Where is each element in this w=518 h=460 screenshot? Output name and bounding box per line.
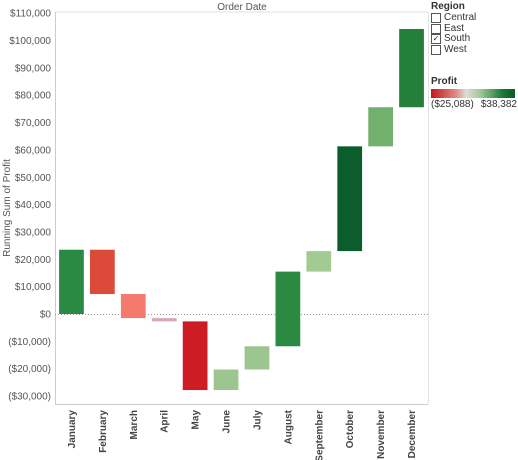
x-tick-label-june: June xyxy=(222,410,233,434)
region-filter-east[interactable]: East xyxy=(431,22,517,34)
profit-color-legend: Profit ($25,088) $38,382 xyxy=(431,76,517,110)
region-label: Central xyxy=(444,12,477,23)
x-tick-label-march: March xyxy=(129,410,140,439)
region-label: East xyxy=(444,22,465,34)
y-tick-label: $90,000 xyxy=(15,63,52,74)
x-tick-label-september: September xyxy=(314,410,325,460)
y-tick-labels: ($30,000) ($20,000) ($10,000) $0 $10,000 $20,… xyxy=(8,9,51,403)
y-tick-label: $80,000 xyxy=(15,91,52,102)
y-tick-label: ($30,000) xyxy=(8,392,51,403)
bar-january[interactable] xyxy=(59,249,84,314)
region-checkbox-east[interactable] xyxy=(431,23,441,34)
profit-gradient-bar xyxy=(431,89,515,98)
x-tick-label-august: August xyxy=(283,409,294,444)
bar-november[interactable] xyxy=(368,107,393,147)
region-filter-south[interactable]: ✓ South xyxy=(431,34,517,44)
x-tick-label-may: May xyxy=(191,410,202,430)
bar-september[interactable] xyxy=(306,251,332,272)
y-tick-label: $0 xyxy=(40,310,52,321)
waterfall-bars xyxy=(59,29,424,391)
y-tick-label: $40,000 xyxy=(15,200,52,211)
y-axis-title: Running Sum of Profit xyxy=(2,159,13,257)
profit-max-label: $38,382 xyxy=(480,99,517,110)
region-filter-central[interactable]: Central xyxy=(431,13,517,23)
profit-legend-title: Profit xyxy=(431,76,458,87)
region-filter-west[interactable]: West xyxy=(431,43,517,55)
bar-april[interactable] xyxy=(151,318,177,322)
bar-march[interactable] xyxy=(120,294,146,319)
bar-june[interactable] xyxy=(213,369,239,391)
x-tick-label-november: November xyxy=(376,410,387,459)
x-tick-labels: January February March April May June July Augu… xyxy=(67,409,418,460)
y-tick-label: $50,000 xyxy=(15,173,52,184)
bar-may[interactable] xyxy=(182,321,208,391)
region-legend: Region Central East ✓ South West xyxy=(431,1,517,55)
y-tick-label: ($20,000) xyxy=(8,364,51,375)
x-tick-label-january: January xyxy=(67,410,78,449)
y-tick-label: $30,000 xyxy=(15,227,52,238)
bar-february[interactable] xyxy=(90,249,115,295)
bar-december[interactable] xyxy=(399,29,424,108)
waterfall-chart: Order Date Running Sum of Profit ($30,00… xyxy=(2,2,429,460)
y-tick-label: $100,000 xyxy=(9,36,51,47)
bar-july[interactable] xyxy=(244,346,270,370)
chart-title: Order Date xyxy=(217,2,267,13)
y-tick-label: ($10,000) xyxy=(8,337,51,348)
region-filter-list: Central East ✓ South West xyxy=(431,13,517,55)
y-tick-label: $20,000 xyxy=(15,255,52,266)
y-tick-label: $70,000 xyxy=(15,118,52,129)
region-checkbox-west[interactable] xyxy=(431,44,441,55)
profit-min-label: ($25,088) xyxy=(431,99,474,110)
y-tick-label: $60,000 xyxy=(15,145,52,156)
bar-october[interactable] xyxy=(337,146,363,252)
y-tick-label: $110,000 xyxy=(10,9,51,20)
x-tick-label-december: December xyxy=(407,410,418,458)
region-label: West xyxy=(444,43,467,55)
x-tick-label-april: April xyxy=(160,410,171,433)
bar-august[interactable] xyxy=(275,271,301,347)
x-tick-label-july: July xyxy=(252,410,263,430)
region-checkbox-central[interactable] xyxy=(431,13,441,23)
region-legend-title: Region xyxy=(431,1,465,12)
x-tick-label-october: October xyxy=(345,410,356,448)
x-tick-label-february: February xyxy=(98,410,109,453)
region-label: South xyxy=(444,33,471,44)
y-tick-label: $10,000 xyxy=(15,282,52,293)
region-checkbox-south[interactable]: ✓ xyxy=(431,34,441,44)
profit-gradient-labels: ($25,088) $38,382 xyxy=(431,99,517,110)
